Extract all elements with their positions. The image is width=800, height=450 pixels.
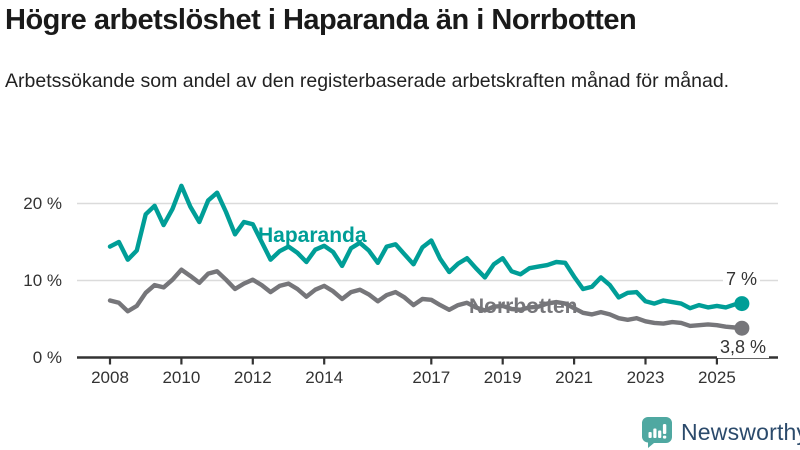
x-tick-label: 2012 [233, 368, 272, 387]
x-tick-label: 2021 [555, 368, 593, 387]
page-title: Högre arbetslöshet i Haparanda än i Norr… [5, 4, 637, 36]
end-value-label-norrbotten: 3,8 % [717, 337, 770, 358]
end-value-label-haparanda: 7 % [723, 269, 761, 290]
line-haparanda [107, 183, 745, 311]
x-tick-label: 2014 [305, 368, 344, 387]
newsworthy-brand: Newsworthy [641, 416, 800, 448]
line-norrbotten [107, 267, 745, 331]
series-label-norrbotten: Norrbotten [469, 295, 578, 318]
end-dot-haparanda [734, 296, 750, 312]
x-tick-label: 2008 [91, 368, 129, 387]
y-tick-label: 10 % [23, 270, 62, 290]
x-tick-label: 2019 [483, 368, 522, 387]
x-tick-label: 2025 [697, 368, 736, 387]
series-label-haparanda: Haparanda [258, 224, 367, 247]
x-tick-label: 2010 [162, 368, 201, 387]
newsworthy-chart-bubble-icon [642, 417, 672, 448]
y-tick-label: 0 % [32, 347, 62, 367]
y-tick-label: 20 % [23, 193, 62, 213]
x-tick-label: 2017 [412, 368, 451, 387]
x-tick-label: 2023 [626, 368, 665, 387]
page-subtitle: Arbetssökande som andel av den registerb… [5, 70, 730, 92]
newsworthy-brand-text: Newsworthy [681, 418, 800, 445]
end-dot-norrbotten [734, 320, 750, 336]
